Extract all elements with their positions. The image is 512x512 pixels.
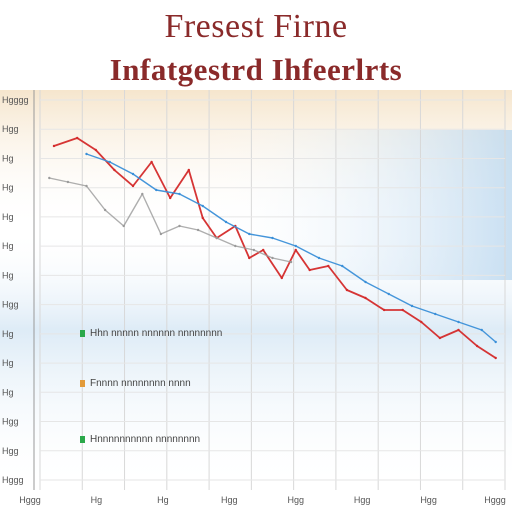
series-point (122, 224, 125, 228)
series-point (438, 336, 442, 340)
grid (33, 90, 506, 490)
legend-swatch (80, 380, 85, 387)
series-point (141, 192, 144, 196)
y-tick-label: Hgggg (2, 95, 29, 105)
series-point (262, 248, 265, 252)
y-tick-label: Hggg (2, 475, 24, 485)
series-point (85, 152, 88, 156)
series-point (289, 260, 293, 264)
legend-label: Hhn nnnnn nnnnnn nnnnnnnn (90, 328, 222, 339)
series-point (341, 264, 344, 268)
legend-swatch (80, 436, 85, 443)
x-tick-label: Hgg (420, 495, 437, 505)
series-point (131, 172, 135, 176)
series-point (271, 236, 274, 240)
series-point (475, 344, 479, 348)
series-point (248, 232, 251, 236)
x-tick-label: Hggg (484, 495, 506, 505)
series-point (178, 224, 181, 228)
series-point (103, 208, 107, 212)
series-point (410, 304, 414, 308)
y-tick-label: Hgg (2, 446, 19, 456)
y-axis-ticks: Hgggg Hgg Hg Hg Hg Hg Hg Hgg Hg Hg Hg Hgg Hgg Hggg (2, 95, 29, 485)
series-point (224, 220, 228, 224)
series-point (131, 184, 135, 188)
series-point (76, 136, 79, 140)
series-point (248, 256, 251, 260)
y-tick-label: Hgg (2, 300, 19, 310)
chart-subtitle: Infatgestrd Ihfeerlrts (109, 52, 403, 87)
series-point (201, 204, 204, 208)
y-tick-label: Hg (2, 241, 14, 251)
series-point (234, 244, 237, 248)
series-point (364, 296, 367, 300)
series-point (155, 188, 158, 192)
series-point (48, 176, 51, 180)
series-point (401, 308, 404, 312)
series-point (94, 148, 98, 152)
x-tick-label: Hgg (354, 495, 371, 505)
series-point (113, 168, 116, 172)
chart-title: Fresest Firne (164, 8, 348, 45)
plot-highlight-band (200, 130, 512, 280)
series-point (196, 228, 200, 232)
series-point (169, 196, 172, 200)
y-tick-label: Hg (2, 212, 14, 222)
series-point (382, 308, 386, 312)
x-tick-label: Hg (91, 495, 103, 505)
series-lines (48, 136, 497, 360)
series-point (159, 232, 163, 236)
series-line (49, 177, 292, 263)
y-tick-label: Hg (2, 153, 14, 163)
series-point (271, 256, 274, 260)
series-point (420, 320, 423, 324)
legend-swatch (80, 330, 85, 337)
y-tick-label: Hg (2, 183, 14, 193)
y-tick-label: Hg (2, 329, 14, 339)
legend-label: Hnnnnnnnnnn nnnnnnnn (90, 434, 200, 445)
x-tick-label: Hgg (221, 495, 238, 505)
x-tick-label: Hg (157, 495, 169, 505)
series-point (494, 356, 497, 360)
y-tick-label: Hg (2, 387, 14, 397)
x-axis-ticks: Hggg Hg Hg Hgg Hgg Hgg Hgg Hggg (19, 495, 506, 505)
x-tick-label: Hgg (287, 495, 304, 505)
series-point (494, 340, 497, 344)
legend-label: Fnnnn nnnnnnnn nnnn (90, 378, 191, 389)
series-point (252, 248, 256, 252)
series-point (327, 264, 330, 268)
y-tick-label: Hg (2, 270, 14, 280)
series-point (150, 160, 153, 164)
legend: Hhn nnnnn nnnnnn nnnnnnnn Fnnnn nnnnnnnn … (80, 328, 222, 445)
series-point (345, 288, 349, 292)
series-point (201, 216, 204, 220)
series-point (434, 312, 437, 316)
x-tick-label: Hggg (19, 495, 41, 505)
series-point (66, 180, 70, 184)
y-tick-label: Hgg (2, 124, 19, 134)
series-line (53, 137, 497, 359)
series-point (387, 292, 390, 296)
series-point (480, 328, 483, 332)
series-point (308, 268, 311, 272)
y-tick-label: Hg (2, 358, 14, 368)
series-point (280, 276, 283, 280)
series-point (364, 280, 367, 284)
series-point (215, 236, 218, 240)
y-tick-label: Hgg (2, 417, 19, 427)
series-point (317, 256, 321, 260)
series-point (294, 244, 297, 248)
series-point (85, 184, 88, 188)
series-point (178, 192, 181, 196)
series-point (457, 328, 460, 332)
series-point (52, 144, 56, 148)
series-point (187, 168, 190, 172)
series-point (457, 320, 460, 324)
series-point (108, 160, 111, 164)
series-point (294, 248, 297, 252)
